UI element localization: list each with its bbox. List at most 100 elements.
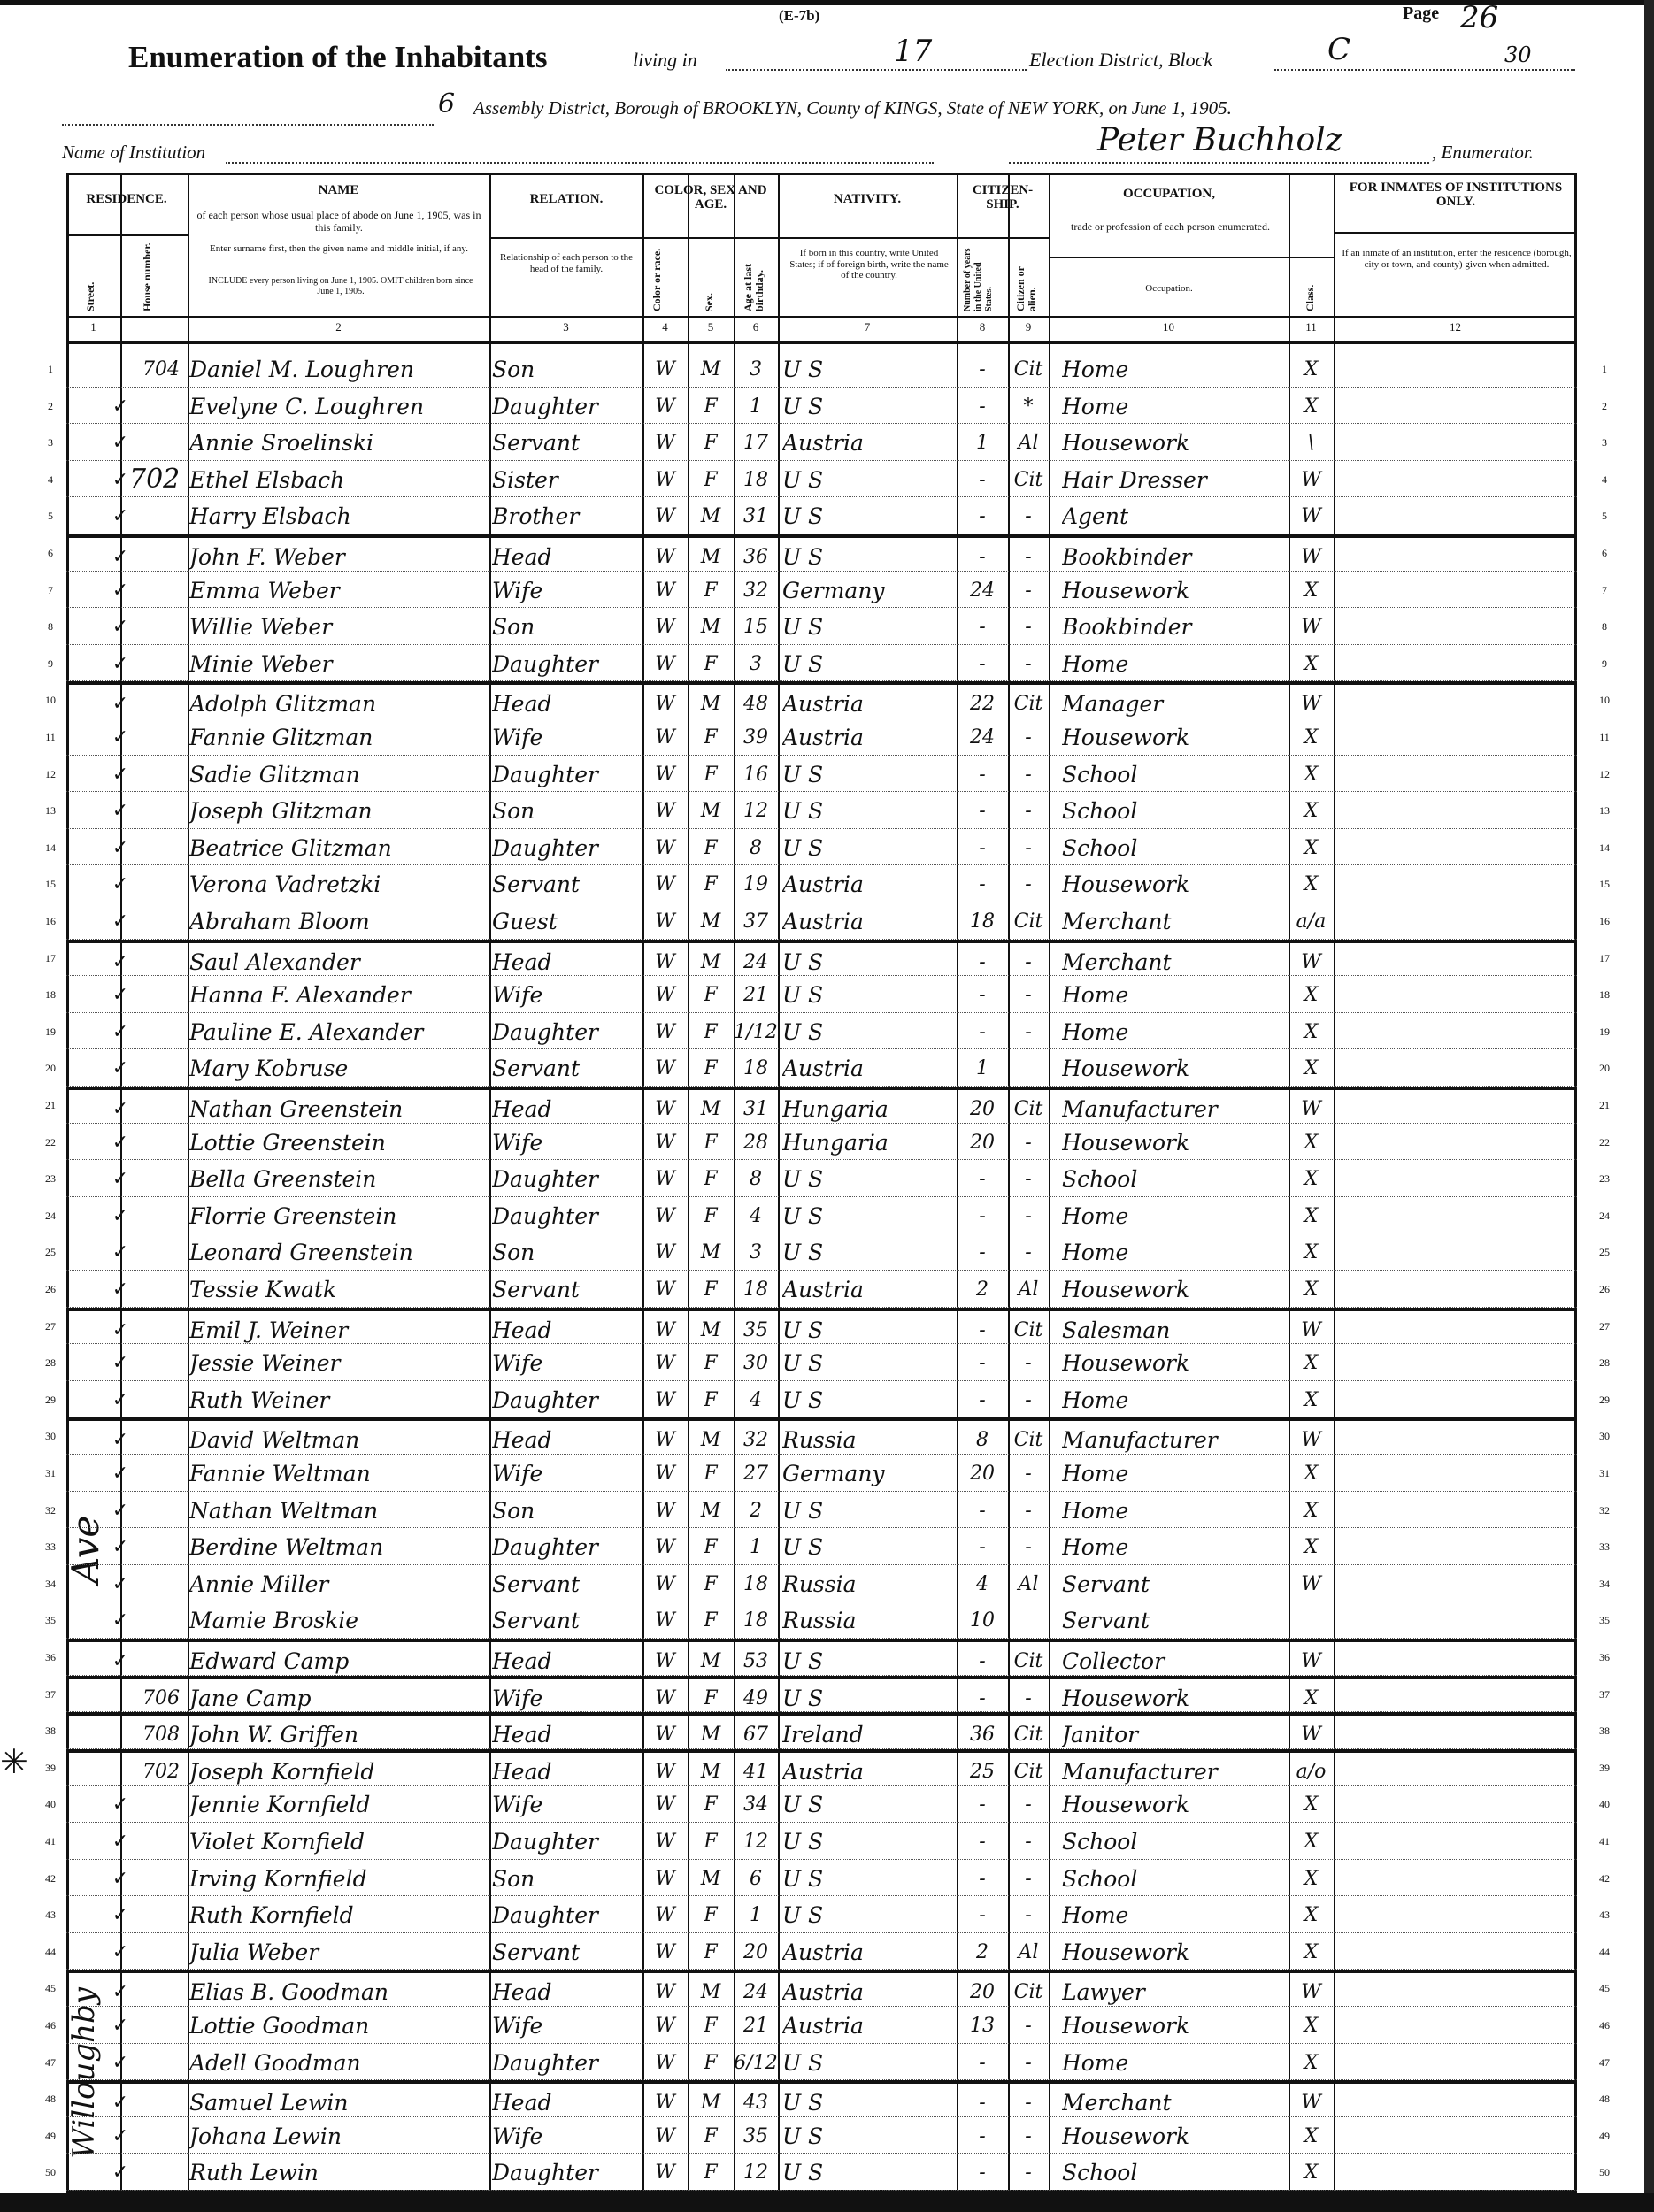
years-in-us-cell: -: [979, 1904, 986, 1927]
occupation-cell: Servant: [1062, 1608, 1150, 1634]
line-number: 48: [1599, 2093, 1610, 2106]
header-divider: [1049, 257, 1334, 258]
citizen-or-alien-cell: Cit: [1013, 1650, 1043, 1672]
age-cell: 20: [743, 1940, 768, 1963]
line-number: 40: [1599, 1798, 1610, 1811]
check-mark-icon: [109, 350, 132, 388]
line-number: 13: [1599, 804, 1610, 818]
sex-cell: M: [700, 358, 721, 380]
citizen-or-alien-cell: Cit: [1013, 910, 1043, 933]
nativity-cell: U S: [782, 949, 824, 975]
table-row: ✓ Lottie Greenstein Wife W F 28 Hungaria 20 - Hou…: [66, 1124, 1577, 1161]
person-name-cell: Jennie Kornfield: [189, 1792, 371, 1818]
age-cell: 15: [743, 616, 768, 639]
sex-cell: M: [700, 1098, 721, 1120]
relation-cell: Servant: [492, 1277, 581, 1302]
citizen-or-alien-cell: Al: [1018, 432, 1039, 455]
occupation-cell: School: [1062, 834, 1138, 861]
nativity-cell: Austria: [782, 691, 864, 718]
age-cell: 3: [750, 652, 762, 675]
citizen-or-alien-cell: -: [1025, 1499, 1032, 1522]
relation-cell: Servant: [492, 1571, 581, 1597]
years-in-us-cell: 1: [976, 432, 989, 455]
years-in-us-cell: -: [979, 950, 986, 973]
sex-cell: M: [700, 1241, 721, 1264]
years-in-us-cell: 13: [970, 2015, 995, 2037]
years-in-us-cell: -: [979, 836, 986, 859]
color-cell: W: [655, 950, 675, 973]
age-cell: 19: [743, 873, 768, 896]
relation-cell: Servant: [492, 872, 581, 898]
line-number: 11: [1599, 731, 1610, 743]
census-table: [66, 173, 1577, 2193]
age-cell: 31: [743, 505, 768, 528]
class-cell: X: [1304, 1499, 1319, 1522]
page-label: Page: [1403, 4, 1440, 23]
line-number: 49: [45, 2129, 56, 2142]
column-rule: [188, 173, 189, 2193]
column-rule: [642, 173, 644, 2193]
relation-cell: Wife: [492, 982, 543, 1009]
color-cell: W: [655, 2124, 675, 2147]
relation-cell: Son: [492, 1497, 535, 1524]
years-in-us-cell: -: [979, 2124, 986, 2147]
sex-cell: M: [700, 1650, 721, 1672]
check-mark-icon: ✓: [112, 836, 129, 859]
table-row: 702 Joseph Kornfield Head W M 41 Austria 25 Cit M…: [66, 1748, 1577, 1786]
check-mark-icon: ✓: [112, 873, 129, 896]
table-row: 708 John W. Griffen Head W M 67 Ireland 36 Cit Ja…: [66, 1712, 1577, 1749]
table-row: ✓ Hanna F. Alexander Wife W F 21 U S - - Home X: [66, 976, 1577, 1013]
years-in-us-cell: 10: [970, 1609, 995, 1632]
citizen-or-alien-cell: -: [1025, 1867, 1032, 1890]
line-number: 26: [1599, 1283, 1610, 1295]
relation-cell: Servant: [492, 1056, 581, 1082]
table-row: ✓ Beatrice Glitzman Daughter W F 8 U S - - School…: [66, 829, 1577, 866]
color-cell: W: [655, 1020, 675, 1043]
house-number-cell: [135, 497, 188, 534]
age-cell: 67: [743, 1724, 768, 1747]
line-number: 14: [1599, 841, 1610, 854]
table-row: ✓ Fannie Glitzman Wife W F 39 Austria 24 - Housew…: [66, 718, 1577, 756]
occupation-cell: Home: [1062, 650, 1129, 677]
person-name-cell: Abraham Bloom: [189, 909, 370, 934]
check-mark-icon: ✓: [112, 2162, 129, 2185]
years-in-us-cell: -: [979, 2162, 986, 2185]
nativity-cell: Hungaria: [782, 1096, 889, 1122]
nativity-cell: Austria: [782, 1979, 864, 2006]
occupation-cell: School: [1062, 798, 1138, 825]
occupation-cell: Salesman: [1062, 1317, 1171, 1343]
house-number-cell: [135, 1090, 188, 1127]
age-cell: 39: [743, 726, 768, 749]
years-in-us-cell: -: [979, 546, 986, 568]
occupation-cell: School: [1062, 761, 1138, 787]
line-number: 50: [1599, 2166, 1610, 2179]
color-cell: W: [655, 800, 675, 823]
check-mark-icon: ✓: [112, 1867, 129, 1890]
age-cell: 17: [743, 432, 768, 455]
line-number: 40: [45, 1798, 56, 1811]
line-number: 4: [48, 472, 53, 486]
citizen-or-alien-cell: -: [1025, 800, 1032, 823]
table-row: ✓ Nathan Greenstein Head W M 31 Hungaria 20 Cit M…: [66, 1087, 1577, 1124]
table-row: ✓ Emil J. Weiner Head W M 35 U S - Cit Salesman W: [66, 1307, 1577, 1345]
check-mark-icon: ✓: [112, 468, 129, 491]
occupation-cell: Housework: [1062, 577, 1190, 603]
relation-cell: Daughter: [492, 650, 598, 677]
class-cell: X: [1304, 1279, 1319, 1301]
years-in-us-cell: -: [979, 1241, 986, 1264]
line-number: 38: [45, 1724, 56, 1738]
person-name-cell: Nathan Weltman: [189, 1497, 379, 1524]
years-in-us-cell: -: [979, 505, 986, 528]
age-cell: 6/12: [734, 2051, 778, 2074]
person-name-cell: Edward Camp: [189, 1648, 350, 1674]
age-cell: 2: [750, 1499, 762, 1522]
column-rule: [734, 173, 735, 2193]
institution-line: [226, 162, 934, 164]
color-cell: W: [655, 873, 675, 896]
line-number: 14: [45, 841, 56, 854]
person-name-cell: Annie Sroelinski: [189, 430, 373, 457]
years-in-us-cell: 20: [970, 1463, 995, 1485]
class-cell: X: [1304, 836, 1319, 859]
nativity-cell: Russia: [782, 1571, 857, 1597]
sex-cell: F: [704, 2162, 718, 2185]
